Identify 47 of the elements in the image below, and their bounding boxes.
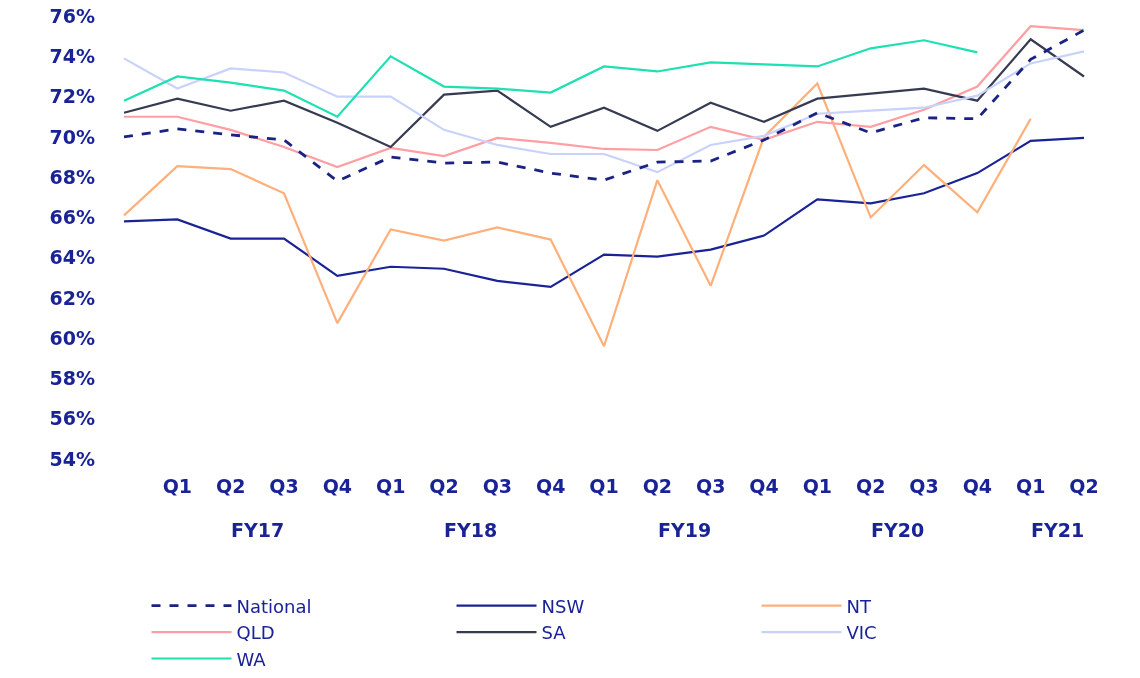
x-tick-label: Q3 — [269, 475, 299, 497]
x-tick-label: Q2 — [215, 475, 246, 497]
y-tick-label: 60% — [49, 326, 95, 349]
x-tick-label: Q4 — [749, 475, 779, 497]
y-tick-label: 56% — [49, 407, 95, 430]
legend-label: National — [236, 595, 312, 617]
line-series — [122, 82, 1032, 348]
line-series — [122, 38, 1086, 149]
x-tick-label: Q2 — [1069, 475, 1099, 497]
y-tick-label: 68% — [49, 165, 95, 188]
text: FY19 — [658, 519, 712, 541]
y-tick-label: 74% — [49, 45, 95, 68]
y-tick-label: 72% — [49, 85, 95, 108]
x-tick-label: Q2 — [429, 475, 459, 497]
text: FY17 — [231, 519, 285, 541]
y-tick-label: 54% — [49, 447, 95, 470]
line-series — [122, 39, 979, 118]
x-tick-label: Q1 — [375, 475, 406, 497]
y-tick-label: 66% — [49, 206, 95, 229]
legend-label: NSW — [541, 595, 585, 617]
y-tick-label: 76% — [49, 4, 95, 27]
x-tick-label: Q4 — [962, 475, 993, 497]
x-tick-label: Q1 — [162, 475, 193, 497]
legend-label: VIC — [846, 622, 877, 644]
text: FY18 — [444, 519, 498, 541]
legend-label: SA — [541, 622, 567, 644]
x-tick-label: Q2 — [642, 475, 673, 497]
y-tick-label: 64% — [49, 246, 95, 269]
x-tick-label: Q4 — [322, 475, 353, 497]
text: FY21 — [1031, 519, 1085, 541]
x-tick-label: Q2 — [855, 475, 886, 497]
legend-label: WA — [236, 648, 267, 670]
y-tick-label: 62% — [49, 286, 95, 309]
y-tick-label: 70% — [49, 125, 95, 148]
x-tick-label: Q3 — [909, 475, 939, 497]
legend-label: NT — [846, 595, 872, 617]
x-tick-label: Q3 — [482, 475, 513, 497]
text: FY20 — [871, 519, 925, 541]
line-series — [122, 50, 1086, 174]
x-tick-label: Q1 — [1015, 475, 1046, 497]
x-tick-label: Q1 — [802, 475, 833, 497]
y-tick-label: 58% — [49, 367, 95, 390]
x-tick-label: Q4 — [535, 475, 566, 497]
x-tick-label: Q1 — [589, 475, 619, 497]
line-series — [122, 136, 1086, 288]
legend-label: QLD — [236, 622, 275, 644]
x-tick-label: Q3 — [695, 475, 726, 497]
